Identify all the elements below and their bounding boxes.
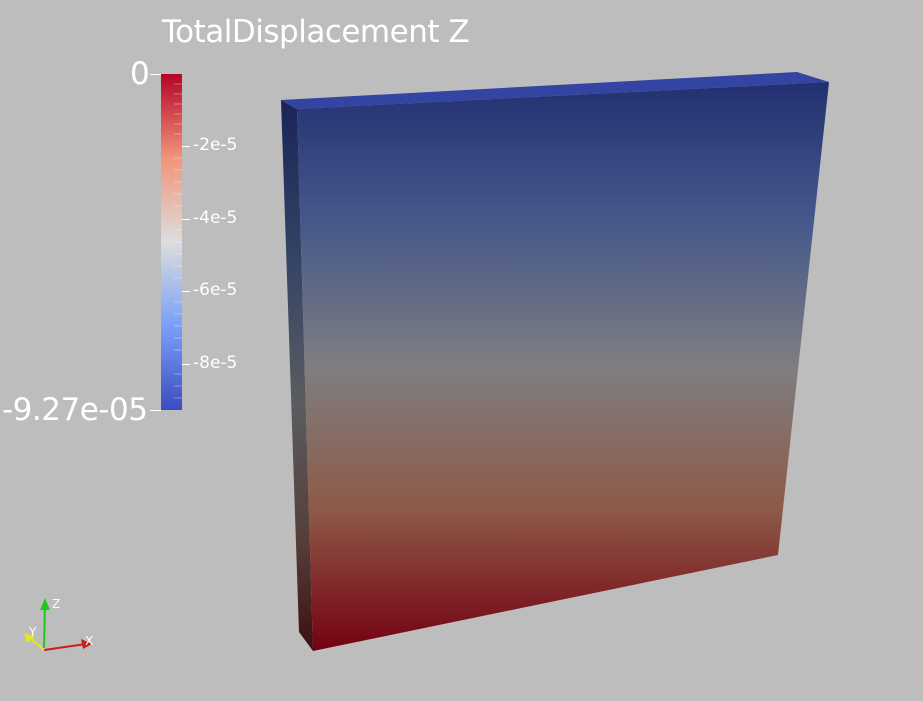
tick-mark (182, 219, 190, 220)
orientation-axes-widget: Z X Y (24, 597, 93, 651)
tick-label: -2e-5 (193, 135, 238, 155)
range-max-tick (150, 74, 161, 75)
x-axis-line (43, 643, 87, 651)
z-axis-line (43, 603, 46, 649)
z-axis-arrow-icon (40, 598, 50, 610)
range-min-label: -9.27e-05 (2, 392, 148, 428)
range-max-label: 0 (130, 56, 150, 92)
y-axis-label: Y (28, 625, 37, 639)
y-axis-line (29, 637, 45, 651)
tick-mark (182, 291, 190, 292)
tick-label: -6e-5 (193, 280, 238, 300)
range-min-tick (150, 410, 161, 411)
x-axis-label: X (85, 634, 93, 648)
color-legend-bar (161, 74, 182, 410)
slab-top-face (281, 72, 829, 109)
tick-label: -4e-5 (193, 208, 238, 228)
scalar-bar-title: TotalDisplacement Z (162, 14, 470, 50)
x-axis-arrow-icon (81, 639, 92, 649)
y-axis-arrow-icon (24, 633, 35, 643)
tick-mark (182, 364, 190, 365)
slab-front-face (297, 82, 829, 651)
tick-label: -8e-5 (193, 353, 238, 373)
z-axis-label: Z (52, 597, 60, 611)
slab-side-face (281, 100, 313, 651)
tick-mark (182, 146, 190, 147)
